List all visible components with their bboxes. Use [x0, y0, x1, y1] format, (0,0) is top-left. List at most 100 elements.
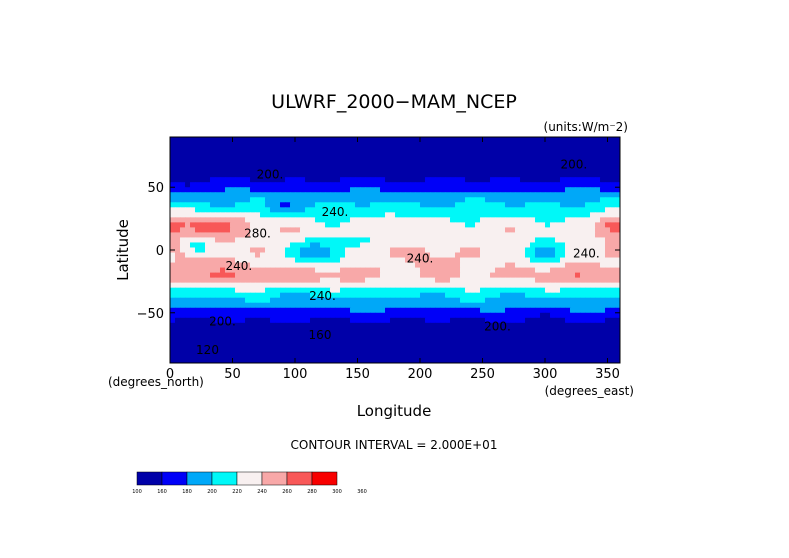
field-cell [385, 292, 391, 299]
field-cell [425, 327, 431, 334]
contour-interval-note: CONTOUR INTERVAL = 2.000E+01 [291, 438, 498, 452]
field-cell [485, 212, 491, 218]
field-cell [305, 282, 311, 289]
field-cell [365, 282, 371, 289]
field-cell [315, 347, 321, 354]
field-cell [460, 162, 466, 168]
field-cell [275, 292, 281, 299]
field-cell [460, 252, 466, 259]
field-cell [210, 337, 216, 344]
field-cell [260, 182, 266, 188]
field-cell [355, 167, 361, 173]
field-cell [360, 192, 366, 198]
field-cell [175, 202, 181, 208]
field-cell [290, 242, 296, 249]
y-tick-label: −50 [137, 307, 164, 322]
field-cell [535, 192, 541, 198]
field-cell [525, 302, 531, 309]
field-cell [205, 192, 211, 198]
field-cell [275, 257, 281, 264]
field-cell [575, 332, 581, 339]
field-cell [495, 142, 501, 148]
field-cell [285, 312, 291, 319]
field-cell [185, 237, 191, 244]
field-cell [385, 262, 391, 269]
field-cell [240, 267, 246, 274]
field-cell [215, 167, 221, 173]
field-cell [210, 342, 216, 349]
field-cell [345, 147, 351, 153]
field-cell [265, 197, 271, 203]
field-cell [240, 357, 246, 363]
field-cell [180, 197, 186, 203]
field-cell [370, 212, 376, 218]
field-cell [565, 192, 571, 198]
field-cell [550, 167, 556, 173]
field-cell [325, 222, 331, 228]
field-cell [555, 142, 561, 148]
field-cell [425, 312, 431, 319]
field-cell [465, 182, 471, 188]
field-cell [275, 262, 281, 269]
field-cell [550, 232, 556, 239]
field-cell [605, 212, 611, 218]
field-cell [495, 252, 501, 259]
field-cell [400, 327, 406, 334]
field-cell [565, 187, 571, 193]
field-cell [575, 167, 581, 173]
field-cell [455, 337, 461, 344]
field-cell [515, 232, 521, 239]
field-cell [410, 252, 416, 259]
field-cell [210, 197, 216, 203]
field-cell [420, 202, 426, 208]
field-cell [285, 227, 291, 234]
field-cell [380, 327, 386, 334]
field-cell [385, 212, 391, 218]
field-cell [180, 332, 186, 339]
field-cell [440, 142, 446, 148]
field-cell [285, 192, 291, 198]
field-cell [540, 262, 546, 269]
field-cell [415, 167, 421, 173]
field-cell [205, 292, 211, 299]
field-cell [550, 342, 556, 349]
field-cell [610, 277, 616, 284]
field-cell [190, 307, 196, 314]
field-cell [215, 282, 221, 289]
field-cell [280, 317, 286, 324]
field-cell [345, 237, 351, 244]
field-cell [570, 287, 576, 294]
field-cell [370, 287, 376, 294]
field-cell [340, 247, 346, 254]
field-cell [415, 147, 421, 153]
field-cell [365, 307, 371, 314]
field-cell [230, 342, 236, 349]
field-cell [190, 177, 196, 183]
field-cell [535, 322, 541, 329]
field-cell [360, 302, 366, 309]
field-cell [530, 162, 536, 168]
field-cell [470, 227, 476, 234]
field-cell [545, 272, 551, 279]
field-cell [245, 347, 251, 354]
field-cell [230, 157, 236, 163]
field-cell [530, 227, 536, 234]
field-cell [245, 142, 251, 148]
field-cell [330, 252, 336, 259]
field-cell [220, 257, 226, 264]
field-cell [540, 212, 546, 218]
field-cell [225, 347, 231, 354]
field-cell [240, 257, 246, 264]
field-cell [250, 197, 256, 203]
field-cell [490, 322, 496, 329]
contour-label: 240. [407, 252, 434, 266]
field-cell [595, 172, 601, 178]
field-cell [170, 272, 176, 279]
field-cell [425, 272, 431, 279]
field-cell [175, 212, 181, 218]
field-cell [295, 147, 301, 153]
field-cell [405, 247, 411, 254]
field-cell [605, 222, 611, 228]
field-cell [420, 322, 426, 329]
field-cell [340, 272, 346, 279]
